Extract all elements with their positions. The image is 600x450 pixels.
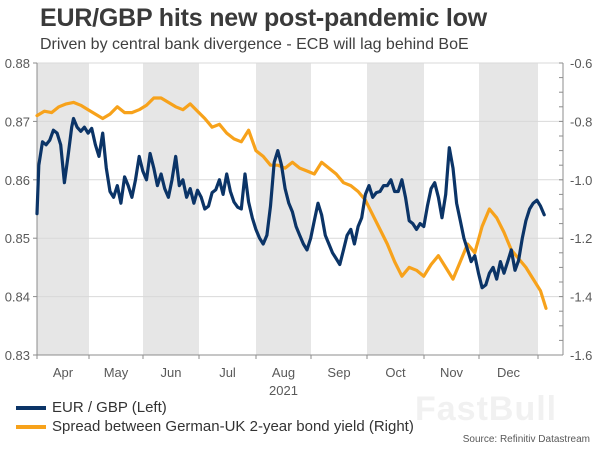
legend-label-eurgbp: EUR / GBP (Left) <box>52 399 167 416</box>
left-tick-label: 0.86 <box>5 173 30 188</box>
x-tick-label-aug: Aug <box>272 365 295 380</box>
month-band-oct <box>367 63 424 355</box>
right-tick-label: -0.8 <box>570 114 592 129</box>
series-line-eurgbp <box>35 116 546 290</box>
right-tick-label: -1.2 <box>570 231 592 246</box>
left-tick-label: 0.84 <box>5 290 30 305</box>
x-tick-label-oct: Oct <box>385 365 406 380</box>
x-tick-label-dec: Dec <box>497 365 521 380</box>
right-tick-label: -1.4 <box>570 290 592 305</box>
source-note: Source: Refinitiv Datastream <box>462 434 590 445</box>
month-band-aug <box>256 63 311 355</box>
legend: EUR / GBP (Left) Spread between German-U… <box>16 398 414 436</box>
series-lines <box>35 96 548 310</box>
x-tick-label-apr: Apr <box>53 365 74 380</box>
right-tick-label: -1.0 <box>570 173 592 188</box>
legend-label-spread: Spread between German-UK 2-year bond yie… <box>52 418 414 435</box>
tick-labels: 0.83 0.84 0.85 0.86 0.87 0.88 -1.6 -1.4 -1.2 -1.0… <box>5 56 593 398</box>
x-axis-label-year: 2021 <box>269 383 298 398</box>
x-tick-label-nov: Nov <box>440 365 464 380</box>
legend-item-spread: Spread between German-UK 2-year bond yie… <box>16 417 414 436</box>
chart-title: EUR/GBP hits new post-pandemic low <box>40 4 487 32</box>
legend-swatch-spread <box>16 424 46 429</box>
x-tick-label-may: May <box>104 365 129 380</box>
legend-item-eurgbp: EUR / GBP (Left) <box>16 398 414 417</box>
right-tick-label: -0.6 <box>570 56 592 71</box>
watermark: FastBull <box>415 390 558 428</box>
left-tick-label: 0.88 <box>5 56 30 71</box>
x-tick-label-jul: Jul <box>219 365 236 380</box>
x-tick-label-sep: Sep <box>327 365 350 380</box>
legend-swatch-eurgbp <box>16 405 46 410</box>
month-band-jun <box>143 63 199 355</box>
month-bands <box>37 63 538 355</box>
x-tick-label-jun: Jun <box>161 365 182 380</box>
left-tick-label: 0.85 <box>5 231 30 246</box>
series-line-spread <box>35 96 548 310</box>
left-tick-label: 0.87 <box>5 114 30 129</box>
chart-subtitle: Driven by central bank divergence - ECB … <box>40 36 469 53</box>
left-tick-label: 0.83 <box>5 348 30 363</box>
right-tick-label: -1.6 <box>570 348 592 363</box>
